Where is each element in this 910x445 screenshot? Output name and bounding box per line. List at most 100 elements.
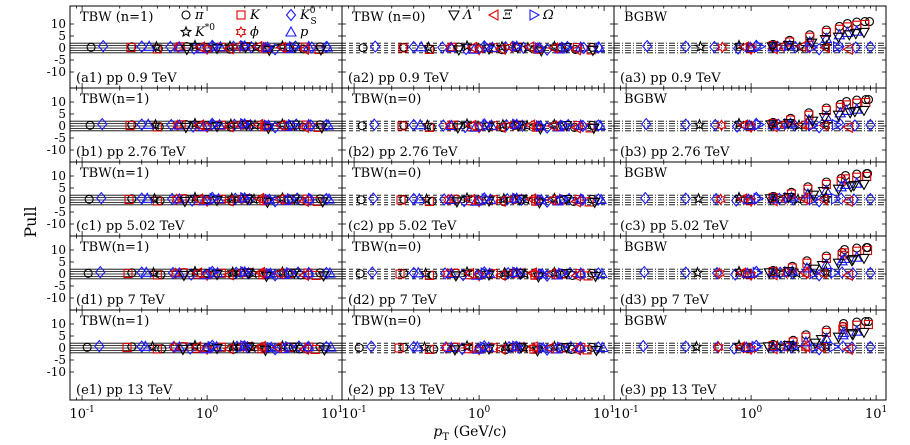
- legend-marker-Omega: [529, 9, 541, 21]
- marker-Lambda: [317, 271, 330, 283]
- marker-p: [470, 195, 483, 206]
- panel-e2: TBW(n=0) (e2) pp 13 TeV: [341, 309, 615, 401]
- y-axis-label: Pull: [21, 206, 40, 237]
- marker-p: [238, 265, 251, 277]
- marker-K0S: [292, 266, 304, 279]
- marker-Omega: [807, 41, 818, 54]
- marker-Lambda: [832, 332, 845, 344]
- marker-p: [199, 268, 211, 280]
- marker-phi: [441, 341, 452, 354]
- panel-title: TBW(n=0): [352, 166, 421, 181]
- marker-pi: [567, 344, 577, 354]
- marker-Xi: [819, 41, 830, 54]
- marker-p: [836, 254, 848, 266]
- y-tick-label: 5: [58, 329, 66, 343]
- marker-Omega: [557, 341, 568, 354]
- marker-Omega: [211, 40, 223, 53]
- marker-Omega: [265, 267, 277, 280]
- marker-Lambda: [846, 255, 859, 266]
- markers: [354, 339, 609, 358]
- marker-Lambda: [782, 341, 795, 352]
- marker-Omega: [784, 39, 795, 52]
- marker-Kstar: [460, 39, 474, 52]
- marker-p: [210, 340, 223, 352]
- panel-d3: BGBW (d3) pp 7 TeV: [613, 235, 887, 311]
- marker-phi: [235, 118, 247, 131]
- marker-K0S: [640, 191, 651, 205]
- markers: [357, 117, 607, 136]
- marker-p: [767, 340, 780, 352]
- y-tick-label: -5: [54, 353, 66, 367]
- marker-p: [800, 261, 813, 273]
- panel-frame: [613, 309, 887, 401]
- marker-p: [835, 180, 848, 192]
- marker-Xi: [464, 193, 476, 206]
- marker-phi: [201, 43, 213, 56]
- marker-K0S: [94, 339, 105, 353]
- marker-p: [820, 184, 833, 195]
- marker-Lambda: [805, 38, 818, 50]
- y-tick-label: -5: [54, 279, 66, 293]
- marker-Kstar: [421, 118, 434, 131]
- y-tick-label: 5: [58, 181, 66, 195]
- marker-Xi: [842, 195, 853, 208]
- marker-p: [482, 341, 495, 352]
- marker-K0S: [641, 39, 653, 53]
- marker-K0S: [865, 266, 876, 280]
- marker-Xi: [251, 40, 263, 53]
- marker-p: [839, 178, 852, 189]
- marker-Lambda: [452, 45, 465, 57]
- marker-Lambda: [763, 268, 776, 279]
- marker-K0S: [96, 191, 107, 205]
- marker-Kstar: [224, 117, 238, 130]
- marker-Kstar: [248, 118, 262, 131]
- markers: [639, 243, 876, 282]
- y-tick-label: -10: [47, 65, 66, 79]
- marker-Xi: [736, 193, 748, 205]
- marker-p: [324, 266, 336, 278]
- marker-Omega: [207, 340, 219, 353]
- x-tick-label: 101: [865, 405, 887, 422]
- marker-Lambda: [262, 123, 275, 135]
- marker-pi: [296, 196, 307, 206]
- marker-Xi: [494, 121, 506, 134]
- marker-Kstar: [146, 340, 159, 353]
- marker-Omega: [264, 193, 276, 206]
- marker-K0S: [437, 41, 448, 54]
- marker-K0S: [408, 192, 419, 206]
- marker-phi: [714, 267, 725, 280]
- marker-K0S: [813, 120, 825, 134]
- marker-p: [483, 267, 496, 278]
- marker-p: [837, 326, 850, 337]
- marker-Xi: [298, 121, 309, 134]
- marker-Lambda: [177, 270, 190, 282]
- x-axis-label: pT (GeV/c): [433, 424, 506, 443]
- marker-Omega: [560, 41, 572, 54]
- marker-phi: [528, 341, 540, 355]
- marker-K0S: [408, 40, 419, 54]
- marker-K0S: [680, 40, 691, 53]
- marker-Xi: [275, 41, 286, 54]
- marker-Lambda: [782, 41, 795, 52]
- marker-Xi: [194, 41, 206, 53]
- marker-Lambda: [316, 197, 329, 209]
- legend-marker-Lambda: [448, 10, 460, 22]
- marker-Omega: [240, 339, 251, 352]
- y-tick-label: 0: [58, 193, 66, 207]
- x-tick-label: 10-1: [69, 405, 94, 422]
- marker-Lambda: [832, 32, 845, 44]
- marker-Xi: [546, 120, 558, 132]
- panel-label: (d3) pp 7 TeV: [620, 293, 709, 308]
- marker-Lambda: [843, 30, 856, 41]
- marker-p: [833, 28, 846, 40]
- marker-Omega: [536, 120, 547, 132]
- marker-Lambda: [180, 44, 193, 56]
- marker-K: [125, 120, 135, 131]
- panel-label: (e3) pp 13 TeV: [620, 383, 717, 398]
- marker-p: [445, 193, 458, 205]
- marker-Kstar: [249, 40, 263, 53]
- panel-title: BGBW: [624, 10, 668, 25]
- marker-Xi: [192, 193, 204, 205]
- marker-phi: [713, 341, 724, 354]
